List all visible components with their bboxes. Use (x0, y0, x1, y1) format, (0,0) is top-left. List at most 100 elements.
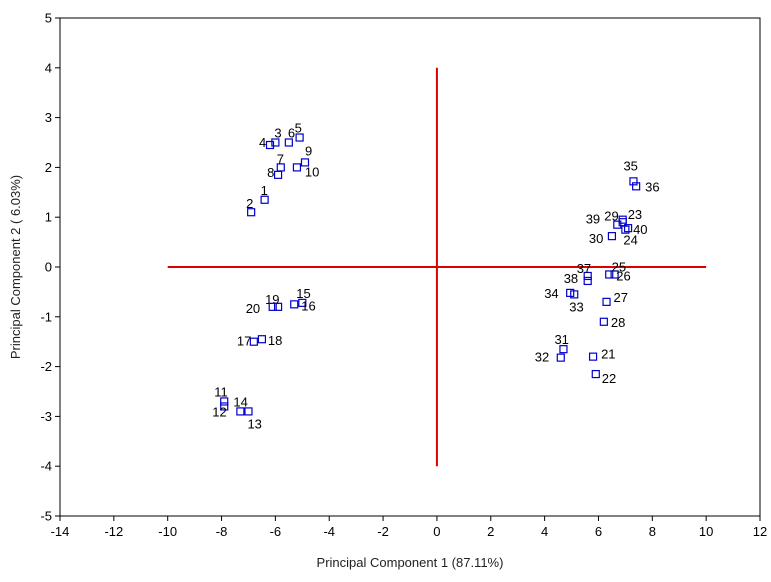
data-point-label: 5 (295, 121, 302, 136)
data-point-label: 22 (602, 371, 616, 386)
x-tick-label: -10 (158, 524, 177, 539)
y-tick-label: 4 (45, 60, 52, 75)
data-point-marker (591, 369, 600, 379)
x-tick-label: 0 (433, 524, 440, 539)
axis-ticks: -14 -12 -10 -8 -6 -4 -2 0 2 4 6 8 10 12543210-1-2-3-4… (40, 11, 767, 540)
data-point-label: 40 (633, 222, 647, 237)
reference-lines (167, 67, 707, 467)
data-point-marker (583, 271, 592, 281)
data-point-label: 13 (247, 416, 261, 431)
data-point-marker (295, 133, 304, 142)
data-point-label: 34 (544, 286, 558, 301)
data-point-label: 25 (612, 259, 626, 274)
data-point-label: 30 (589, 231, 603, 246)
data-point-marker (599, 317, 608, 326)
x-tick-label: 4 (541, 524, 548, 539)
data-point-label: 23 (628, 207, 642, 222)
x-tick-label: -8 (216, 524, 228, 539)
data-point-marker (249, 337, 258, 346)
data-point-marker (632, 182, 641, 191)
data-point-label: 38 (564, 271, 578, 286)
data-point-label: 18 (268, 333, 282, 348)
data-point-marker (247, 208, 256, 217)
data-point-marker (268, 302, 277, 311)
y-tick-label: 2 (45, 160, 52, 175)
data-point-marker (265, 140, 275, 150)
data-point-marker (260, 195, 269, 204)
data-point-label: 6 (288, 126, 295, 141)
data-point-label: 36 (645, 179, 659, 194)
x-tick-label: 2 (487, 524, 494, 539)
data-point-marker (613, 220, 622, 229)
data-point-label: 12 (212, 404, 226, 419)
data-point-label: 4 (259, 135, 266, 150)
data-point-marker (244, 407, 253, 416)
y-tick-label: 0 (45, 260, 52, 275)
data-point-label: 21 (601, 347, 615, 362)
x-tick-label: 10 (699, 524, 713, 539)
data-point-label: 20 (246, 301, 260, 316)
x-tick-label: 6 (595, 524, 602, 539)
y-tick-label: 1 (45, 210, 52, 225)
data-point-label: 28 (611, 315, 625, 330)
data-point-marker (292, 163, 302, 172)
data-point-label: 9 (305, 143, 312, 158)
y-tick-label: 5 (45, 11, 52, 26)
x-tick-label: -6 (270, 524, 282, 539)
data-point-marker (602, 297, 611, 306)
data-point-marker (610, 270, 619, 279)
data-point-marker (284, 138, 293, 147)
data-point-label: 24 (623, 233, 637, 248)
data-point-label: 10 (305, 164, 319, 179)
data-point-label: 16 (301, 298, 315, 313)
y-tick-label: -4 (40, 459, 52, 474)
y-tick-label: -1 (40, 309, 52, 324)
data-point-marker (257, 335, 267, 344)
data-point-label: 11 (214, 384, 228, 399)
data-point-label: 14 (233, 394, 247, 409)
data-point-marker (300, 158, 310, 167)
data-point-label: 3 (274, 126, 281, 141)
data-point-label: 39 (586, 212, 600, 227)
data-point-marker (220, 402, 229, 411)
y-axis-title: Principal Component 2 ( 6.03%) (8, 175, 23, 359)
data-point-label: 37 (577, 261, 591, 276)
y-tick-label: -3 (40, 409, 52, 424)
data-point-label: 31 (554, 332, 568, 347)
x-tick-label: -12 (104, 524, 123, 539)
data-point-marker (273, 302, 283, 311)
data-point-marker (273, 170, 283, 179)
data-point-marker (290, 300, 299, 309)
y-tick-label: -5 (40, 509, 52, 524)
data-point-label: 15 (296, 286, 310, 301)
data-point-marker (220, 397, 229, 406)
data-point-label: 29 (604, 209, 618, 224)
y-tick-label: 3 (45, 110, 52, 125)
data-point-marker (236, 407, 245, 416)
x-tick-label: 12 (753, 524, 767, 539)
data-point-label: 32 (535, 350, 549, 365)
data-point-label: 35 (623, 158, 637, 173)
data-point-marker (559, 345, 568, 354)
data-point-label: 1 (261, 183, 268, 198)
data-point-label: 7 (277, 151, 284, 166)
data-point-label: 27 (614, 290, 628, 305)
data-point-marker (618, 215, 627, 224)
data-point-label: 17 (237, 334, 251, 349)
x-tick-label: 8 (649, 524, 656, 539)
data-point-marker (583, 276, 592, 286)
y-tick-label: -2 (40, 359, 52, 374)
data-point-label: 2 (246, 196, 253, 211)
data-point-marker (605, 270, 614, 279)
x-tick-label: -2 (377, 524, 389, 539)
data-point-marker (588, 352, 598, 361)
data-point-label: 19 (265, 292, 279, 307)
data-point-marker (623, 224, 633, 233)
data-point-marker (607, 232, 617, 241)
data-point-label: 33 (569, 299, 583, 314)
x-tick-label: -4 (323, 524, 335, 539)
data-point-marker (556, 353, 565, 362)
data-point-marker (298, 298, 307, 307)
